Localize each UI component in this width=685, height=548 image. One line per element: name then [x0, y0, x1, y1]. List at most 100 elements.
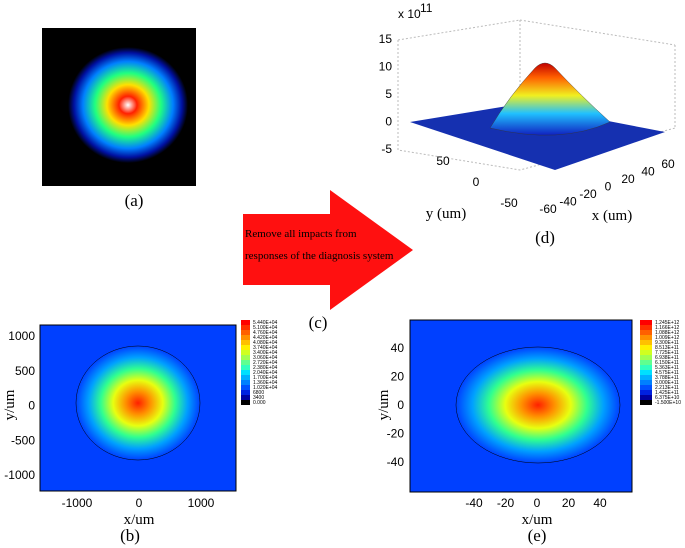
- tick-label: -40: [559, 195, 577, 209]
- contour-region: [455, 346, 621, 464]
- colorbar-swatch: [640, 355, 652, 360]
- colorbar-label: 2.380E+04: [253, 365, 278, 371]
- tick-label: -5: [381, 142, 392, 156]
- tick-label: 1000: [188, 496, 215, 510]
- colorbar-label: 3.060E+04: [253, 355, 278, 361]
- colorbar-swatch: [241, 385, 250, 390]
- tick-label: 1000: [8, 329, 35, 343]
- z-scale: x 10: [398, 7, 421, 21]
- colorbar-swatch: [640, 345, 652, 350]
- tick-label: 0: [605, 180, 612, 194]
- colorbar-label: 1.020E+04: [253, 385, 278, 391]
- colorbar-swatch: [241, 355, 250, 360]
- colorbar-swatch: [640, 395, 652, 400]
- tick-label: -20: [387, 427, 405, 441]
- colorbar-swatch: [241, 330, 250, 335]
- colorbar-swatch: [241, 320, 250, 325]
- colorbar-label: 3.788E+11: [655, 375, 679, 381]
- tick-label: 0: [385, 115, 392, 129]
- tick-label: 0: [534, 496, 541, 510]
- y-axis-label: y/um: [376, 389, 392, 420]
- colorbar-swatch: [241, 400, 250, 405]
- tick-label: 0: [397, 398, 404, 412]
- tick-label: -500: [11, 433, 35, 447]
- tick-label: 500: [15, 364, 35, 378]
- colorbar-label: 4.080E+04: [253, 340, 278, 346]
- colorbar-swatch: [241, 390, 250, 395]
- colorbar-swatch: [640, 325, 652, 330]
- colorbar-label: 9.300E+11: [655, 340, 679, 346]
- arrow: [243, 190, 413, 310]
- tick-label: 0: [473, 175, 480, 189]
- z-exponent: 11: [420, 1, 433, 15]
- colorbar-label: 1.245E+12: [655, 320, 680, 326]
- tick-label: 15: [379, 32, 393, 46]
- colorbar-swatch: [241, 345, 250, 350]
- colorbar-swatch: [640, 380, 652, 385]
- tick-label: 40: [641, 165, 655, 179]
- x-axis-label: x/um: [522, 512, 553, 528]
- contour-region: [75, 345, 201, 461]
- panel-label: (b): [120, 526, 140, 545]
- tick-label: 0: [136, 496, 143, 510]
- colorbar-label: 3.400E+04: [253, 350, 278, 356]
- colorbar-label: 1.700E+04: [253, 375, 278, 381]
- colorbar-swatch: [241, 360, 250, 365]
- colorbar-swatch: [241, 335, 250, 340]
- colorbar-label: 4.760E+04: [253, 330, 278, 336]
- colorbar-swatch: [640, 400, 652, 405]
- tick-label: 5: [385, 87, 392, 101]
- tick-label: 20: [562, 496, 576, 510]
- colorbar-swatch: [640, 385, 652, 390]
- tick-label: 10: [379, 60, 393, 74]
- colorbar-label: 2.040E+04: [253, 370, 278, 376]
- colorbar-label: 5.100E+04: [253, 325, 278, 331]
- colorbar-label: -1.500E+10: [655, 400, 681, 406]
- colorbar-swatch: [640, 320, 652, 325]
- colorbar-label: 3.000E+11: [655, 380, 679, 386]
- colorbar-label: 5.440E+04: [253, 320, 278, 326]
- colorbar-swatch: [640, 360, 652, 365]
- tick-label: 40: [391, 341, 405, 355]
- colorbar-swatch: [640, 390, 652, 395]
- colorbar-label: 6.375E+10: [655, 395, 680, 401]
- colorbar-swatch: [241, 365, 250, 370]
- beam-spot: [68, 47, 188, 163]
- colorbar-swatch: [241, 340, 250, 345]
- y-axis-label: y (um): [426, 206, 466, 222]
- colorbar-swatch: [241, 325, 250, 330]
- tick-label: -1000: [4, 468, 35, 482]
- colorbar-swatch: [640, 370, 652, 375]
- colorbar-label: 6800: [253, 390, 264, 396]
- colorbar-label: 6.150E+11: [655, 360, 679, 366]
- colorbar-label: 4.420E+04: [253, 335, 278, 341]
- tick-label: 20: [621, 172, 635, 186]
- tick-label: -60: [539, 202, 557, 216]
- panel-label: (c): [309, 313, 328, 332]
- colorbar-label: 3400: [253, 395, 264, 401]
- panel-label: (e): [528, 526, 547, 545]
- y-axis-label: y/um: [2, 389, 18, 420]
- tick-label: -1000: [62, 496, 93, 510]
- colorbar-label: 1.360E+04: [253, 380, 278, 386]
- colorbar-swatch: [640, 350, 652, 355]
- arrow-text: Remove all impacts from: [245, 228, 357, 240]
- tick-label: -20: [579, 187, 597, 201]
- colorbar-swatch: [640, 375, 652, 380]
- colorbar-label: 0.000: [253, 400, 266, 406]
- colorbar-label: 1.009E+12: [655, 335, 680, 341]
- colorbar-swatch: [241, 395, 250, 400]
- tick-label: -20: [497, 496, 515, 510]
- colorbar-label: 7.725E+11: [655, 350, 679, 356]
- colorbar-label: 2.720E+04: [253, 360, 278, 366]
- x-axis-label: x/um: [124, 512, 155, 528]
- colorbar-label: 4.575E+11: [655, 370, 679, 376]
- colorbar-swatch: [241, 375, 250, 380]
- colorbar-swatch: [241, 370, 250, 375]
- colorbar-swatch: [241, 380, 250, 385]
- colorbar-label: 2.213E+11: [655, 385, 679, 391]
- colorbar-label: 5.363E+11: [655, 365, 679, 371]
- colorbar-swatch: [241, 350, 250, 355]
- tick-label: 0: [28, 399, 35, 413]
